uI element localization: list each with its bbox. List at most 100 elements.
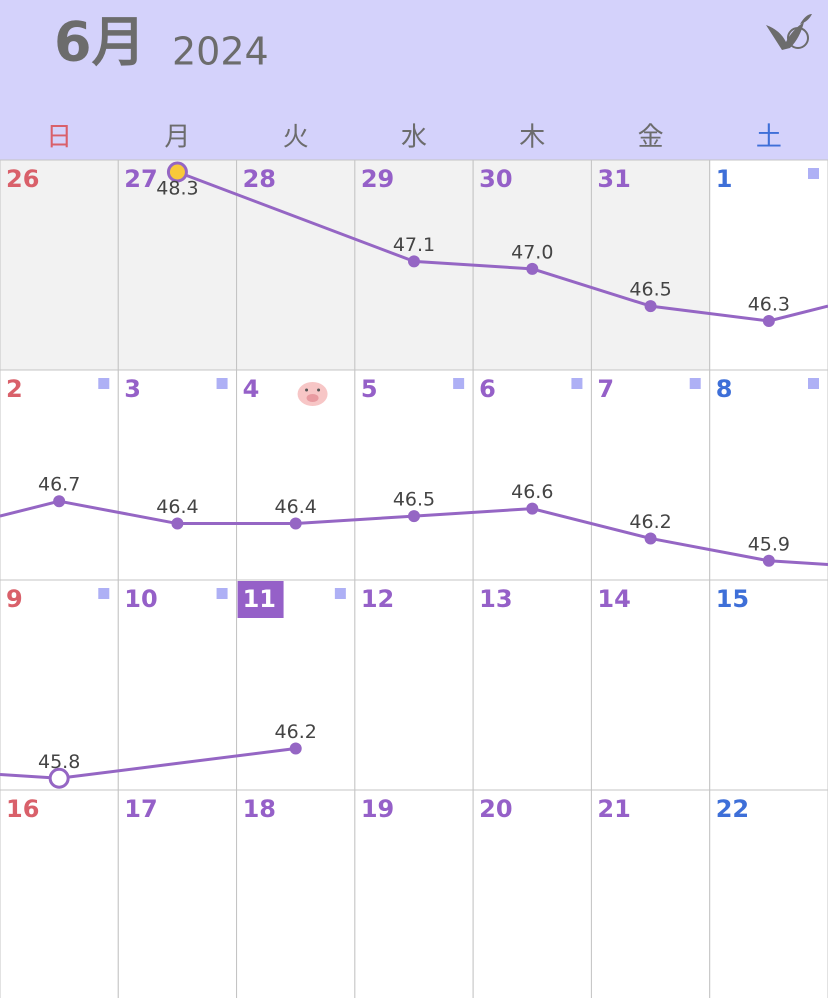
day-cell — [0, 159, 119, 371]
day-cell — [0, 789, 119, 998]
weight-label: 46.3 — [748, 294, 790, 316]
day-cell — [354, 579, 474, 791]
day-number: 2 — [6, 375, 23, 403]
weekday-label: 水 — [401, 123, 427, 153]
weight-dot — [408, 255, 420, 268]
day-cell — [472, 369, 592, 581]
day-number: 9 — [6, 585, 23, 613]
day-number: 22 — [716, 795, 749, 823]
weekday-label: 日 — [46, 123, 72, 153]
note-icon — [98, 588, 110, 599]
day-number: 31 — [597, 165, 630, 193]
day-number: 27 — [124, 165, 157, 193]
day-cell — [709, 789, 828, 998]
day-number: 4 — [243, 375, 260, 403]
day-cell — [590, 579, 711, 791]
weight-label: 45.8 — [38, 751, 80, 773]
trend-segment — [768, 559, 828, 567]
weight-label: 46.4 — [156, 496, 198, 518]
weekday-label: 木 — [519, 123, 545, 153]
day-number: 18 — [243, 795, 276, 823]
day-number: 13 — [479, 585, 512, 613]
pig-icon — [297, 382, 328, 406]
weekday-label: 土 — [756, 123, 782, 153]
trend-segment — [0, 499, 60, 518]
note-icon — [98, 378, 110, 389]
trend-segment — [413, 507, 533, 518]
weight-dot — [289, 742, 302, 755]
day-number: 8 — [716, 375, 733, 403]
day-cell — [0, 579, 119, 791]
pig-eye — [305, 388, 309, 392]
weight-label: 46.6 — [511, 481, 553, 503]
weight-label: 46.4 — [275, 496, 317, 518]
day-cell — [0, 369, 119, 581]
weight-dot — [171, 517, 184, 530]
header-bg — [0, 0, 828, 160]
weight-label: 47.1 — [393, 234, 435, 256]
month-title: 6月 — [54, 11, 146, 74]
day-number: 3 — [124, 375, 141, 403]
note-icon — [689, 378, 701, 389]
day-cell — [236, 369, 356, 581]
day-cell — [354, 789, 474, 998]
note-icon — [571, 378, 583, 389]
day-number: 1 — [716, 165, 733, 193]
day-number: 15 — [716, 585, 749, 613]
note-icon — [808, 168, 819, 179]
day-cell — [117, 369, 238, 581]
day-number: 11 — [243, 585, 276, 613]
day-cell — [236, 789, 356, 998]
trend-segment — [413, 259, 533, 271]
day-number: 12 — [361, 585, 394, 613]
weight-label: 48.3 — [156, 178, 198, 200]
app-icon[interactable] — [766, 14, 812, 50]
day-number: 6 — [479, 375, 496, 403]
weight-dot — [762, 554, 775, 567]
day-cell — [236, 159, 356, 371]
day-number: 29 — [361, 165, 394, 193]
weight-dot — [53, 495, 66, 508]
trend-segment — [295, 514, 415, 526]
day-cell — [117, 579, 238, 791]
note-icon — [216, 588, 228, 599]
day-number: 17 — [124, 795, 157, 823]
weight-label: 46.2 — [275, 721, 317, 743]
weight-dot — [644, 300, 657, 313]
day-number: 20 — [479, 795, 512, 823]
weight-dot — [289, 517, 302, 530]
note-icon — [216, 378, 228, 389]
day-number: 28 — [243, 165, 276, 193]
weight-label: 46.2 — [629, 511, 671, 533]
trend-segment — [768, 304, 828, 323]
pig-nose — [306, 394, 319, 402]
day-number: 16 — [6, 795, 39, 823]
weekday-label: 月 — [164, 123, 190, 153]
day-number: 5 — [361, 375, 378, 403]
note-icon — [808, 378, 819, 389]
trend-segment — [531, 267, 652, 308]
weight-label: 46.5 — [393, 489, 435, 511]
weight-label: 46.5 — [629, 279, 671, 301]
weight-dot — [644, 532, 657, 545]
trend-segment — [58, 499, 178, 526]
day-number: 10 — [124, 585, 157, 613]
day-number: 30 — [479, 165, 512, 193]
day-cell — [117, 789, 238, 998]
day-cell — [117, 159, 238, 371]
today-highlight — [237, 581, 284, 618]
weekday-label: 火 — [283, 123, 309, 153]
trend-segment — [176, 170, 415, 263]
weight-dot — [48, 767, 70, 789]
weight-dot — [762, 315, 775, 327]
trend-segment — [58, 746, 296, 780]
year-title: 2024 — [172, 30, 269, 74]
day-number: 26 — [6, 165, 39, 193]
trend-segment — [650, 536, 770, 563]
day-number: 7 — [597, 375, 614, 403]
weight-label: 45.9 — [748, 533, 790, 555]
trend-line — [0, 170, 828, 780]
weekday-label: 金 — [638, 123, 664, 153]
note-icon — [334, 588, 346, 599]
